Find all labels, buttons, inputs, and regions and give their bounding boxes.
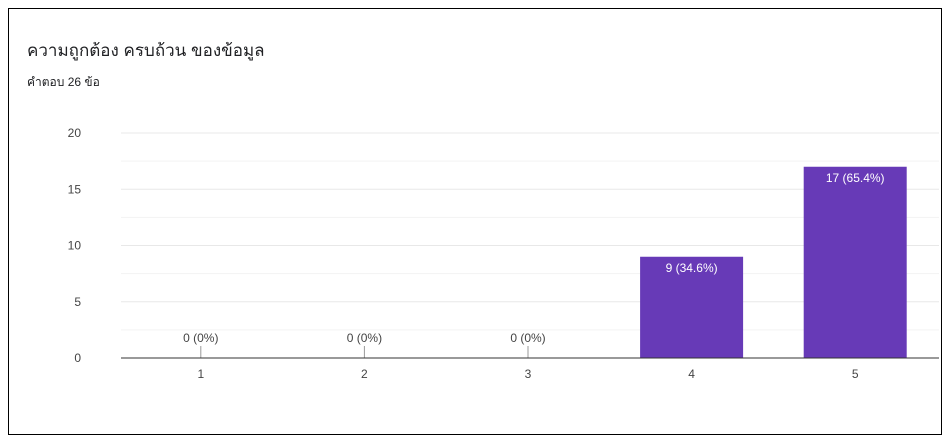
data-label: 0 (0%) bbox=[510, 331, 545, 345]
data-label: 0 (0%) bbox=[347, 331, 382, 345]
bar-4 bbox=[640, 256, 744, 358]
data-label: 17 (65.4%) bbox=[826, 171, 885, 185]
chart-title: ความถูกต้อง ครบถ้วน ของข้อมูล bbox=[27, 41, 265, 60]
x-tick-label: 5 bbox=[852, 367, 859, 381]
y-tick-label: 20 bbox=[68, 126, 82, 140]
y-tick-label: 5 bbox=[74, 295, 81, 309]
data-label: 0 (0%) bbox=[183, 331, 218, 345]
y-tick-label: 15 bbox=[68, 182, 82, 196]
data-label: 9 (34.6%) bbox=[666, 261, 718, 275]
bar-5 bbox=[803, 166, 907, 358]
x-tick-label: 1 bbox=[197, 367, 204, 381]
chart-card: ความถูกต้อง ครบถ้วน ของข้อมูล คำตอบ 26 ข… bbox=[8, 8, 942, 435]
response-count: คำตอบ 26 ข้อ bbox=[27, 75, 100, 89]
y-tick-label: 0 bbox=[74, 351, 81, 365]
x-tick-label: 2 bbox=[361, 367, 368, 381]
y-tick-label: 10 bbox=[68, 239, 82, 253]
x-tick-label: 4 bbox=[688, 367, 695, 381]
x-tick-label: 3 bbox=[525, 367, 532, 381]
bar-chart: 0 5 10 15 20 1 0 (0%) 2 0 (0%) 3 0 (0%) 4 9 (34.6%) 5… bbox=[68, 126, 939, 381]
